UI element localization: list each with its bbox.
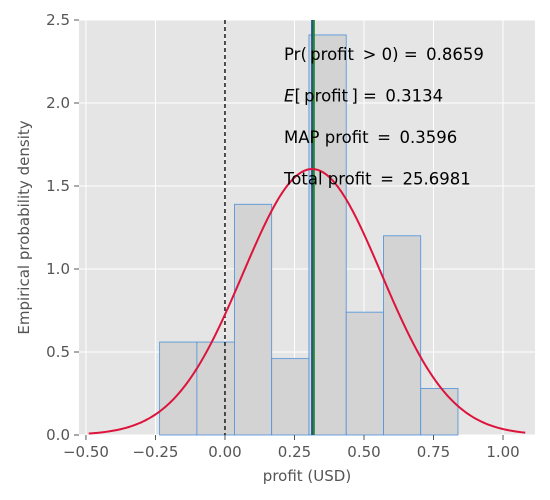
histogram-bar — [345, 311, 384, 436]
x-tick-label: 1.00 — [486, 443, 519, 461]
x-tick-label: 0.75 — [417, 443, 450, 461]
x-tick-label: 0.25 — [278, 443, 311, 461]
x-tick-label: 0.50 — [347, 443, 380, 461]
x-tick-label: −0.25 — [132, 443, 178, 461]
histogram-bar — [308, 34, 347, 436]
annotation-text: MAP profit = 0.3596 — [284, 128, 457, 147]
y-tick-label: 0.0 — [46, 426, 70, 444]
y-axis-label: Empirical probability density — [15, 120, 33, 334]
histogram-bars — [159, 34, 459, 436]
annotations: Pr( profit > 0) = 0.8659 E[ profit ] = 0.… — [283, 45, 484, 189]
histogram-bar — [420, 388, 459, 436]
histogram-bar — [234, 203, 273, 436]
normal-fit-curve — [88, 168, 526, 435]
x-axis-label: profit (USD) — [263, 467, 351, 485]
annotation-text: Pr( profit > 0) = 0.8659 — [284, 45, 484, 64]
annotation-text: E[ profit ] = 0.3134 — [284, 87, 443, 106]
vertical-lines — [224, 20, 315, 435]
histogram-bar — [383, 235, 422, 436]
x-tick-label: −0.50 — [63, 443, 109, 461]
histogram-bar — [159, 341, 198, 436]
y-tick-label: 2.0 — [46, 94, 70, 112]
histogram-bar — [196, 341, 235, 436]
y-tick-label: 1.5 — [46, 177, 70, 195]
y-tick-label: 2.5 — [46, 11, 70, 29]
x-axis-ticks: −0.50 −0.25 0.00 0.25 0.50 0.75 1.00 — [63, 435, 520, 461]
x-tick-label: 0.00 — [208, 443, 241, 461]
y-axis-ticks: 0.0 0.5 1.0 1.5 2.0 2.5 — [46, 11, 79, 444]
annotation-text: Total profit = 25.6981 — [283, 170, 471, 189]
histogram-bar — [271, 358, 310, 436]
y-tick-label: 1.0 — [46, 260, 70, 278]
y-tick-label: 0.5 — [46, 343, 70, 361]
